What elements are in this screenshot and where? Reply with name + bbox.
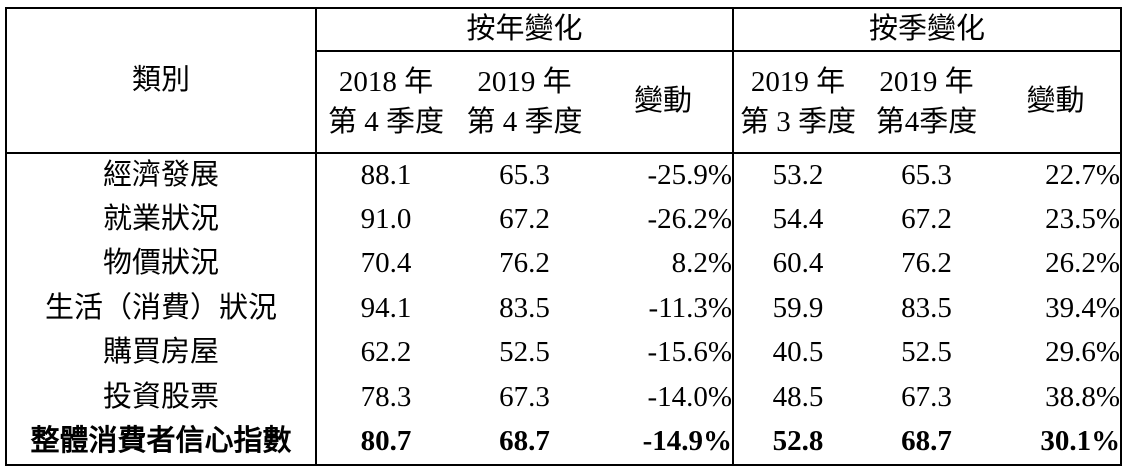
- cell-yoy-change: -26.2%: [647, 202, 733, 235]
- col-header-2018-q4-quarter: 第 4 季度: [327, 106, 444, 138]
- col-header-2019-q4-qoq-year: 2019 年: [879, 66, 974, 98]
- cell-yoy-prev: 70.4: [315, 242, 455, 287]
- group-header-yoy: 按年變化: [314, 8, 734, 52]
- group-header-qoq: 按季變化: [732, 8, 1122, 52]
- cell-qoq-change: 23.5%: [1045, 202, 1121, 235]
- col-header-2019-q3-year: 2019 年: [750, 66, 846, 98]
- table-row: 就業狀況 91.0 67.2 -26.2% 54.4 67.2 23.5%: [6, 197, 1121, 242]
- cell-qoq-curr: 76.2: [901, 247, 952, 280]
- cell-qoq-curr: 68.7: [901, 424, 952, 457]
- cell-category: 物價狀況: [102, 247, 219, 280]
- cell-qoq-prev: 48.5: [732, 375, 863, 420]
- category-column-header: 類別: [6, 8, 316, 154]
- cell-yoy-curr: 83.5: [499, 291, 550, 324]
- cell-yoy-change: -14.9%: [642, 424, 733, 457]
- cell-yoy-change: 8.2%: [671, 247, 733, 280]
- cell-yoy-prev: 91.0: [315, 197, 455, 242]
- cell-yoy-change: -25.9%: [647, 158, 733, 191]
- cell-yoy-change: -15.6%: [647, 336, 733, 369]
- col-header-yoy-change: 變動: [594, 51, 734, 154]
- cell-qoq-change: 29.6%: [1045, 336, 1121, 369]
- cell-yoy-prev: 62.2: [315, 331, 455, 376]
- col-header-2019-q4-yoy: 2019 年 第 4 季度: [455, 51, 594, 154]
- cell-yoy-curr: 52.5: [499, 336, 550, 369]
- cell-qoq-change: 22.7%: [1045, 158, 1121, 191]
- col-header-2019-q4-qoq-quarter: 第4季度: [875, 106, 978, 138]
- cell-qoq-change: 26.2%: [1045, 247, 1121, 280]
- cell-yoy-prev: 78.3: [315, 375, 455, 420]
- consumer-confidence-table: 類別 按年變化 按季變化 2018 年 第 4 季度 2019 年 第 4 季度…: [5, 7, 1123, 466]
- cell-yoy-prev: 94.1: [315, 286, 455, 331]
- cell-qoq-curr: 65.3: [901, 158, 952, 191]
- cell-qoq-change: 38.8%: [1045, 380, 1121, 413]
- col-header-2019-q4-yoy-quarter: 第 4 季度: [466, 106, 583, 138]
- col-header-2018-q4-year: 2018 年: [338, 66, 434, 98]
- cell-category: 投資股票: [102, 380, 219, 413]
- col-header-2018-q4: 2018 年 第 4 季度: [315, 51, 455, 154]
- cell-yoy-curr: 67.3: [499, 380, 550, 413]
- cell-yoy-curr: 76.2: [499, 247, 550, 280]
- table-row: 經濟發展 88.1 65.3 -25.9% 53.2 65.3 22.7%: [6, 153, 1121, 198]
- cell-category: 整體消費者信心指數: [30, 424, 292, 457]
- cell-category: 就業狀況: [102, 202, 219, 235]
- table-row: 購買房屋 62.2 52.5 -15.6% 40.5 52.5 29.6%: [6, 331, 1121, 376]
- cell-yoy-prev: 80.7: [315, 420, 455, 465]
- cell-category: 購買房屋: [102, 336, 219, 369]
- col-header-2019-q4-yoy-year: 2019 年: [477, 66, 572, 98]
- col-header-2019-q3-quarter: 第 3 季度: [740, 106, 857, 138]
- cell-qoq-prev: 54.4: [732, 197, 863, 242]
- cell-yoy-prev: 88.1: [315, 153, 455, 198]
- cell-category: 生活（消費）狀況: [44, 291, 277, 324]
- cell-yoy-curr: 67.2: [499, 202, 550, 235]
- cell-yoy-change: -14.0%: [647, 380, 733, 413]
- cell-qoq-prev: 52.8: [732, 420, 863, 465]
- cell-qoq-change: 30.1%: [1040, 424, 1121, 457]
- cell-qoq-prev: 60.4: [732, 242, 863, 287]
- col-header-2019-q4-qoq: 2019 年 第4季度: [862, 51, 992, 154]
- cell-qoq-curr: 67.3: [901, 380, 952, 413]
- cell-qoq-curr: 83.5: [901, 291, 952, 324]
- table-row: 生活（消費）狀況 94.1 83.5 -11.3% 59.9 83.5 39.4…: [6, 286, 1121, 331]
- cell-qoq-change: 39.4%: [1045, 291, 1121, 324]
- cell-qoq-prev: 40.5: [732, 331, 863, 376]
- cell-category: 經濟發展: [102, 158, 219, 191]
- cell-yoy-curr: 65.3: [499, 158, 550, 191]
- table-row: 物價狀況 70.4 76.2 8.2% 60.4 76.2 26.2%: [6, 242, 1121, 287]
- table-row-total: 整體消費者信心指數 80.7 68.7 -14.9% 52.8 68.7 30.…: [6, 420, 1121, 465]
- cell-yoy-curr: 68.7: [499, 424, 550, 457]
- cell-qoq-prev: 53.2: [732, 153, 863, 198]
- cell-yoy-change: -11.3%: [648, 291, 733, 324]
- col-header-2019-q3: 2019 年 第 3 季度: [732, 51, 863, 154]
- table-row: 投資股票 78.3 67.3 -14.0% 48.5 67.3 38.8%: [6, 375, 1121, 420]
- cell-qoq-curr: 52.5: [901, 336, 952, 369]
- cell-qoq-curr: 67.2: [901, 202, 952, 235]
- col-header-qoq-change: 變動: [991, 51, 1122, 154]
- cell-qoq-prev: 59.9: [732, 286, 863, 331]
